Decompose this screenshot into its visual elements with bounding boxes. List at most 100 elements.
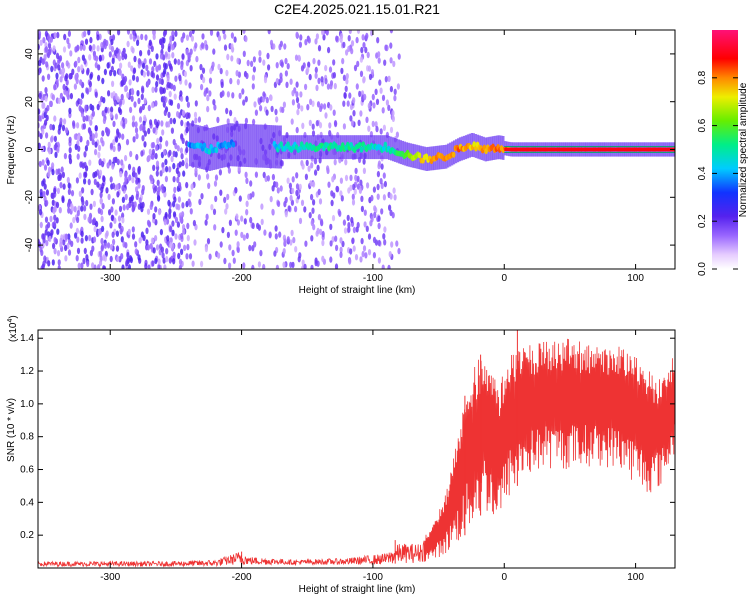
spectrogram-speckle	[364, 46, 368, 54]
spectrogram-speckle	[191, 30, 195, 35]
spectrogram-speckle	[40, 249, 44, 256]
spectrogram-speckle	[193, 239, 197, 246]
spectrogram-speckle	[223, 33, 227, 40]
spectrogram-speckle	[165, 248, 169, 255]
spectrogram-speckle	[352, 245, 356, 252]
spectrogram-speckle	[328, 122, 332, 129]
spectrogram-speckle	[151, 148, 155, 156]
spectrogram-speckle	[232, 257, 236, 264]
spectrogram-speckle	[169, 242, 173, 249]
spectrogram-speckle	[146, 219, 151, 227]
spectrogram-speckle	[172, 258, 176, 265]
spectrogram-speckle	[75, 227, 79, 235]
spectrogram-speckle	[185, 126, 189, 134]
spectrogram-speckle	[145, 227, 149, 234]
spectrogram-speckle	[74, 60, 78, 67]
spectrogram-speckle	[174, 75, 178, 82]
spectrogram-speckle	[48, 235, 52, 242]
spectrogram-speckle	[250, 60, 254, 67]
spectrogram-speckle	[382, 172, 386, 179]
spectrogram-halo	[260, 124, 263, 168]
spectrogram-speckle	[85, 115, 89, 122]
spectrogram-speckle	[100, 243, 105, 251]
spectrogram-speckle	[185, 162, 189, 169]
spectrogram-speckle	[342, 74, 346, 82]
spectrogram-speckle	[81, 162, 85, 169]
spectrogram-speckle	[118, 55, 122, 62]
spectrogram-speckle	[258, 56, 262, 63]
spectrogram-speckle	[321, 230, 325, 238]
spectrogram-speckle	[208, 253, 212, 260]
spectrogram-speckle	[208, 77, 213, 84]
colorbar-tick-label: 0.8	[697, 70, 708, 84]
spectrogram-speckle	[365, 225, 369, 232]
spectrogram-speckle	[359, 70, 364, 78]
spectrogram-speckle	[292, 236, 296, 244]
spectrogram-speckle	[303, 263, 307, 269]
spectrogram-speckle	[353, 64, 358, 72]
spectrogram-speckle	[143, 58, 147, 65]
spectrogram-speckle	[96, 103, 100, 111]
spectrogram-speckle	[137, 254, 141, 261]
spectrogram-speckle	[80, 205, 84, 212]
spectrogram-speckle	[97, 151, 101, 159]
colorbar-tick-label: 0.0	[697, 262, 708, 276]
spectrogram-speckle	[190, 183, 194, 190]
spectrogram-speckle	[183, 244, 187, 251]
spectrogram-speckle	[95, 220, 99, 228]
spectrogram-speckle	[175, 167, 179, 174]
spectrogram-speckle	[266, 52, 270, 60]
spectrogram-speckle	[80, 237, 84, 244]
spectrogram-speckle	[84, 104, 88, 112]
spectrogram-speckle	[309, 180, 313, 187]
spectrogram-halo	[240, 123, 243, 167]
spectrogram-speckle	[147, 264, 151, 269]
spectrogram-x-label: Height of straight line (km)	[299, 285, 416, 296]
spectrogram-speckle	[142, 234, 146, 242]
spectrogram-speckle	[77, 66, 81, 73]
spectrogram-speckle	[362, 42, 366, 49]
spectrogram-speckle	[186, 222, 190, 230]
spectrogram-speckle	[298, 41, 302, 48]
spectrogram-speckle	[113, 217, 117, 224]
spectrogram-speckle	[53, 187, 57, 195]
spectrogram-speckle	[172, 251, 176, 258]
spectrogram-speckle	[94, 131, 98, 139]
spectrogram-speckle	[45, 132, 49, 139]
spectrogram-speckle	[295, 81, 299, 88]
spectrogram-speckle	[288, 182, 292, 189]
spectrogram-speckle	[53, 237, 57, 244]
spectrogram-speckle	[286, 62, 290, 70]
spectrogram-speckle	[362, 245, 367, 252]
spectrogram-speckle	[167, 199, 171, 207]
spectrogram-speckle	[392, 60, 396, 68]
spectrogram-speckle	[161, 187, 165, 194]
spectrogram-speckle	[92, 236, 97, 243]
spectrogram-speckle	[110, 45, 115, 53]
spectrogram-speckle	[98, 259, 103, 267]
spectrogram-speckle	[192, 219, 196, 227]
spectrogram-speckle	[271, 173, 275, 181]
spectrogram-speckle	[334, 263, 339, 269]
spectrogram-speckle	[217, 35, 222, 42]
spectrogram-speckle	[217, 63, 221, 71]
spectrogram-speckle	[333, 159, 337, 166]
spectrogram-speckle	[295, 91, 299, 98]
spectrogram-speckle	[106, 242, 111, 249]
spectrogram-speckle	[121, 133, 125, 140]
spectrogram-speckle	[132, 74, 136, 81]
spectrogram-speckle	[83, 30, 87, 38]
spectrogram-speckle	[157, 258, 161, 265]
spectrogram-speckle	[90, 188, 94, 196]
spectrogram-speckle	[370, 69, 374, 76]
spectrogram-speckle	[347, 35, 351, 42]
spectrogram-speckle	[41, 159, 45, 166]
spectrogram-speckle	[154, 257, 158, 265]
spectrogram-speckle	[61, 124, 66, 132]
spectrogram-speckle	[147, 154, 151, 162]
spectrogram-speckle	[102, 175, 106, 183]
spectrogram-speckle	[159, 53, 164, 60]
spectrogram-speckle	[180, 119, 184, 127]
spectrogram-speckle	[315, 33, 319, 40]
spectrogram-speckle	[109, 222, 113, 229]
